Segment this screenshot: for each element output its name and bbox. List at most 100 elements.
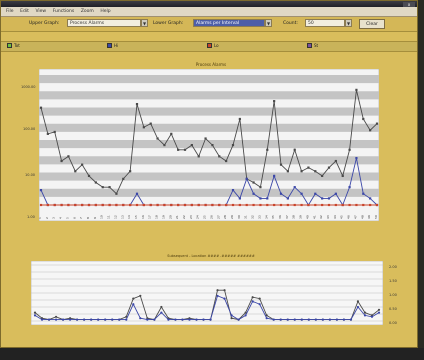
upper-y-tick-1000: 1000.00	[21, 85, 36, 89]
upper-x-tick-label: 4	[59, 217, 63, 219]
upper-series-0-point	[129, 170, 132, 173]
upper-x-tick-label: 35	[271, 215, 275, 219]
upper-graph-select[interactable]: Process Alarms	[67, 19, 141, 27]
upper-series-2-point	[122, 203, 125, 207]
menu-help[interactable]: Help	[100, 9, 111, 14]
upper-graph-label: Upper Graph:	[29, 21, 60, 26]
upper-series-2-point	[170, 203, 173, 207]
lower-series-0-point	[244, 311, 247, 314]
upper-series-0-point	[94, 181, 97, 184]
upper-x-tick-label: 17	[148, 215, 152, 219]
upper-series-1-point	[135, 192, 139, 195]
legend-st[interactable]: St	[307, 43, 318, 50]
upper-x-tick-label: 27	[216, 215, 220, 219]
upper-x-tick-label: 5	[65, 217, 69, 219]
upper-series-2-point	[341, 203, 344, 207]
upper-series-0-point	[348, 148, 351, 151]
upper-series-2-point	[94, 203, 97, 207]
menu-edit[interactable]: Edit	[20, 9, 29, 14]
upper-series-0-point	[149, 122, 152, 125]
lower-series-0-point	[251, 296, 254, 299]
grid-band	[39, 107, 379, 116]
close-button[interactable]: x	[403, 2, 415, 7]
upper-x-tick-label: 37	[285, 215, 289, 219]
menu-bar: File Edit View Functions Zoom Help	[1, 7, 417, 17]
upper-series-0-point	[67, 155, 70, 158]
count-dropdown-icon[interactable]: ▼	[345, 19, 352, 27]
upper-series-0-point	[197, 155, 200, 158]
upper-x-tick-label: 7	[79, 217, 83, 219]
lower-series-1-point	[40, 318, 44, 321]
lower-graph-select[interactable]: Alarms per Interval	[193, 19, 265, 27]
lower-y-tick-0-5: 0.50	[389, 307, 397, 311]
upper-series-2-point	[300, 203, 303, 207]
upper-series-2-point	[218, 203, 221, 207]
upper-x-tick-label: 46	[347, 215, 351, 219]
upper-series-1-point	[245, 177, 248, 180]
lower-series-1-point	[356, 305, 360, 309]
menu-view[interactable]: View	[35, 9, 47, 14]
lower-chart[interactable]	[31, 261, 383, 325]
upper-series-2-point	[60, 203, 63, 207]
legend-tot[interactable]: Tot	[7, 43, 20, 50]
lower-series-1-point	[146, 318, 149, 321]
upper-x-tick-label: 21	[175, 215, 179, 219]
upper-series-2-point	[190, 203, 193, 207]
lower-series-1-line	[34, 295, 380, 321]
menu-file[interactable]: File	[6, 9, 14, 14]
upper-chart-subtitle: Process Alarms	[195, 62, 227, 67]
upper-series-0-point	[369, 129, 372, 132]
upper-series-1-point	[231, 189, 235, 192]
upper-series-2-point	[39, 203, 43, 207]
menu-functions[interactable]: Functions	[52, 9, 75, 14]
upper-series-1-point	[334, 192, 337, 195]
upper-series-0-point	[108, 186, 111, 189]
upper-series-2-point	[334, 203, 337, 207]
upper-series-0-point	[163, 144, 166, 147]
lower-series-0-point	[356, 300, 360, 303]
count-select[interactable]: 50	[305, 19, 345, 27]
menu-zoom[interactable]: Zoom	[80, 9, 94, 14]
upper-series-1-point	[293, 186, 296, 189]
upper-series-0-point	[135, 102, 139, 106]
grid-band	[39, 140, 379, 149]
upper-series-0-point	[321, 174, 324, 178]
upper-series-0-point	[355, 88, 358, 91]
lower-graph-dropdown-icon[interactable]: ▼	[265, 19, 272, 27]
lower-series-1-point	[47, 318, 51, 321]
upper-series-0-point	[273, 100, 276, 103]
lower-series-1-point	[90, 318, 93, 321]
lower-series-1-point	[83, 318, 86, 321]
upper-series-0-point	[231, 144, 235, 147]
upper-chart[interactable]: 1234567891011121314151617181920212223242…	[39, 69, 379, 221]
legend-lo[interactable]: Lo	[207, 43, 219, 50]
lower-series-1-point	[321, 318, 324, 321]
upper-x-tick-label: 34	[264, 215, 268, 219]
lower-series-0-point	[258, 297, 261, 300]
legend-hi[interactable]: Hi	[107, 43, 118, 50]
upper-series-0-point	[115, 192, 118, 195]
upper-x-tick-label: 40	[305, 215, 309, 219]
upper-series-2-point	[87, 203, 91, 207]
upper-x-tick-label: 50	[374, 215, 378, 219]
upper-series-2-point	[108, 203, 111, 207]
title-bar[interactable]: x	[1, 1, 417, 7]
clear-button[interactable]: Clear	[359, 19, 385, 29]
upper-series-2-point	[375, 203, 379, 207]
lower-series-1-point	[314, 318, 317, 321]
upper-graph-dropdown-icon[interactable]: ▼	[141, 19, 148, 27]
lower-series-1-point	[181, 318, 184, 321]
lower-series-1-point	[104, 318, 107, 321]
upper-x-tick-label: 20	[168, 215, 172, 219]
lower-series-1-point	[251, 300, 254, 303]
lower-chart-caption: Subsequent - Location #### .##### ######	[167, 254, 255, 258]
upper-series-2-point	[231, 203, 235, 207]
upper-x-tick-label: 47	[353, 215, 357, 219]
upper-x-tick-label: 12	[113, 215, 117, 219]
lower-series-1-point	[202, 318, 205, 321]
lower-series-1-point	[300, 318, 303, 321]
upper-series-2-point	[142, 203, 145, 207]
grid-band	[39, 123, 379, 132]
upper-series-2-point	[369, 203, 372, 207]
upper-series-0-point	[238, 117, 241, 121]
